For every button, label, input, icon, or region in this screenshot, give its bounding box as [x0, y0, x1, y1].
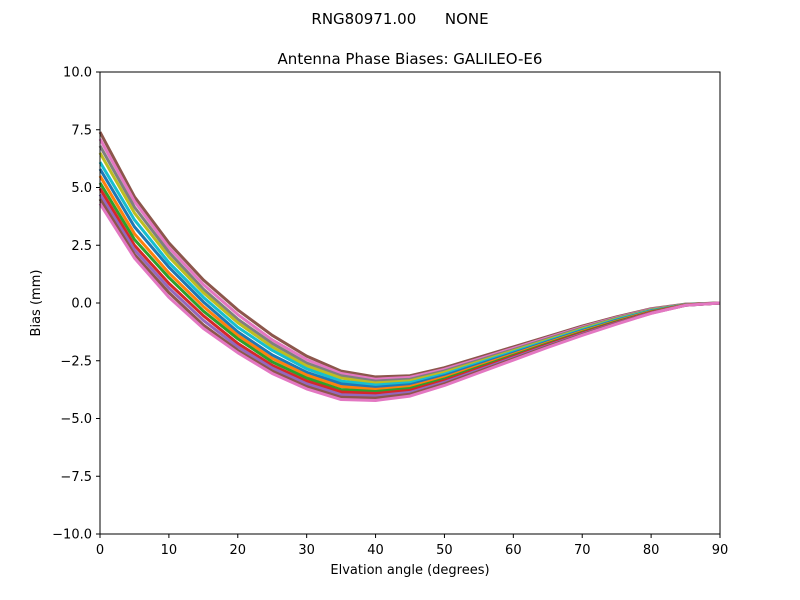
x-tick-label: 70: [574, 543, 591, 558]
y-tick-label: 0.0: [71, 297, 92, 312]
chart-title: Antenna Phase Biases: GALILEO-E6: [278, 50, 543, 68]
x-tick-label: 20: [230, 543, 247, 558]
y-tick-label: 5.0: [71, 181, 92, 196]
y-tick-label: −2.5: [60, 354, 92, 369]
y-tick-label: −10.0: [52, 528, 92, 543]
x-tick-label: 90: [712, 543, 729, 558]
x-tick-label: 0: [96, 543, 104, 558]
series-line-12: [98, 202, 721, 402]
x-tick-label: 60: [505, 543, 522, 558]
series-group: [98, 131, 721, 402]
y-tick-label: −5.0: [60, 412, 92, 427]
x-axis-ticks: 0 10 20 30 40 50 60 70 80 90: [96, 534, 728, 558]
y-tick-label: −7.5: [60, 470, 92, 485]
x-axis-label: Elvation angle (degrees): [330, 563, 489, 578]
y-axis-ticks: −10.0 −7.5 −5.0 −2.5 0.0 2.5 5.0 7.5 10.0: [52, 66, 100, 543]
y-axis-label: Bias (mm): [29, 270, 44, 337]
x-tick-label: 80: [643, 543, 660, 558]
x-tick-label: 30: [298, 543, 315, 558]
figure-suptitle: RNG80971.00 NONE: [311, 10, 488, 28]
x-tick-label: 40: [367, 543, 384, 558]
y-tick-label: 2.5: [71, 239, 92, 254]
y-tick-label: 7.5: [71, 123, 92, 138]
x-tick-label: 10: [161, 543, 178, 558]
y-tick-label: 10.0: [63, 66, 92, 81]
x-tick-label: 50: [436, 543, 453, 558]
